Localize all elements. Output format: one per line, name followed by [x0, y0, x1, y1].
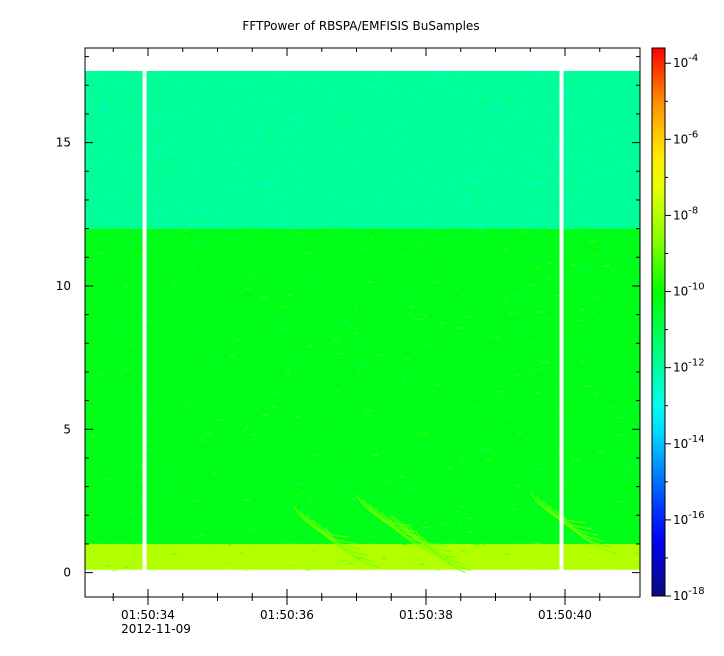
colorbar-tick-label: 10-18 [673, 586, 705, 603]
y-tick-label: 10 [56, 279, 71, 293]
x-tick-label: 01:50:40 [538, 608, 592, 622]
data-gap [142, 48, 147, 597]
whistler-traces [293, 491, 617, 578]
spectrum-band [85, 70, 640, 229]
x-tick-label: 01:50:34 [121, 608, 175, 622]
y-tick-label: 15 [56, 136, 71, 150]
chart-title: FFTPower of RBSPA/EMFISIS BuSamples [242, 19, 479, 33]
x-tick-label: 01:50:36 [260, 608, 314, 622]
plot-area [85, 48, 640, 597]
plot-frame [84, 47, 641, 598]
colorbar-tick-label: 10-8 [673, 205, 698, 222]
colorbar-tick-label: 10-16 [673, 510, 705, 527]
x-date-label: 2012-11-09 [121, 622, 191, 636]
x-tick-label: 01:50:38 [399, 608, 453, 622]
x-axis: 01:50:34 01:50:36 01:50:38 01:50:40 [112, 48, 601, 622]
y-tick-label: 5 [63, 422, 71, 436]
y-tick-label: 0 [63, 566, 71, 580]
y-axis: 0 5 10 15 [56, 56, 640, 580]
colorbar-tick-label: 10-6 [673, 129, 698, 146]
colorbar-tick-label: 10-12 [673, 358, 705, 375]
data-gap [559, 48, 564, 597]
spectrum-band [85, 543, 640, 570]
colorbar-axis: 10-4 10-6 10-8 10-10 10-12 10-14 10-16 10-18 [665, 53, 705, 603]
colorbar-tick-label: 10-10 [673, 282, 705, 299]
spectrum-texture [85, 72, 640, 572]
colorbar [651, 47, 666, 597]
spectrum-band [85, 228, 640, 544]
colorbar-tick-label: 10-14 [673, 434, 705, 451]
colorbar-tick-label: 10-4 [673, 53, 698, 70]
